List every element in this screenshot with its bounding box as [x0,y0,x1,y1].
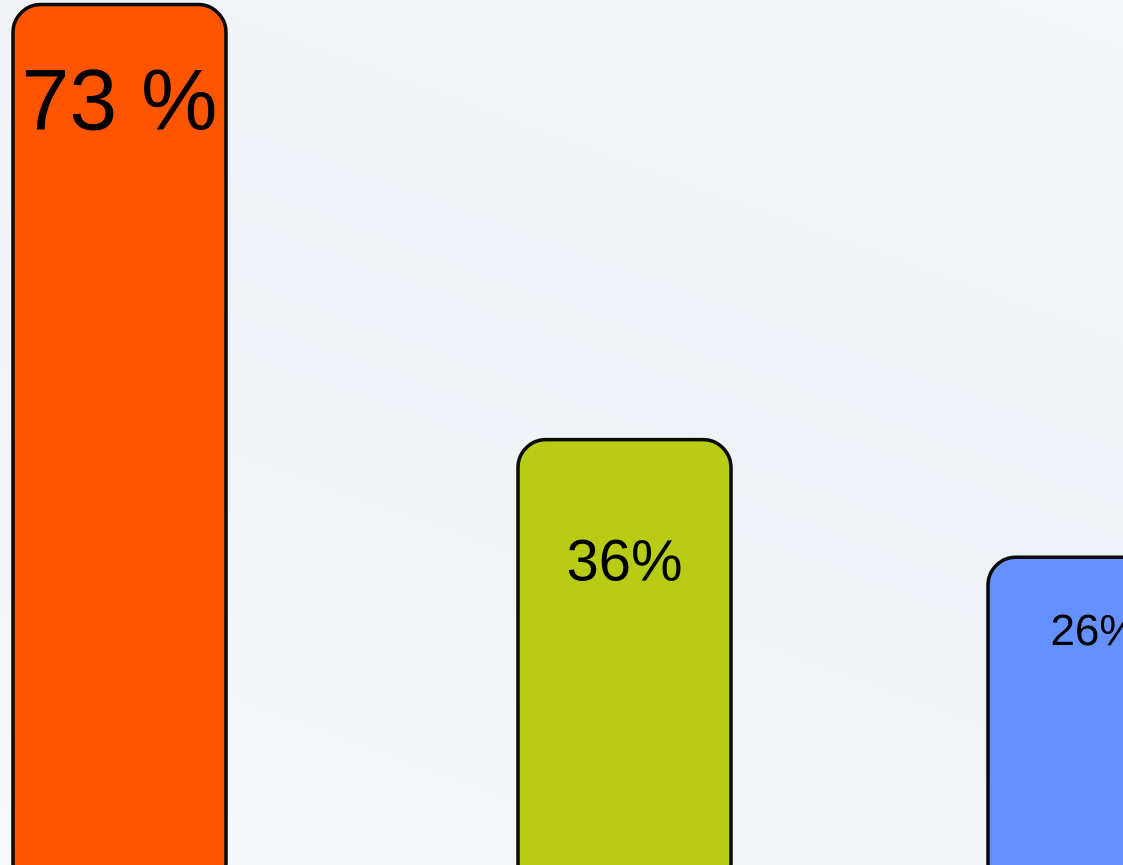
bar-2 [516,437,733,865]
bar-2-value-label: 36% [566,529,682,594]
bar-3 [986,555,1123,865]
bar-1 [11,2,228,865]
bar-3-value-label: 26% [1050,606,1123,655]
bar-1-value-label: 73 % [21,53,217,149]
